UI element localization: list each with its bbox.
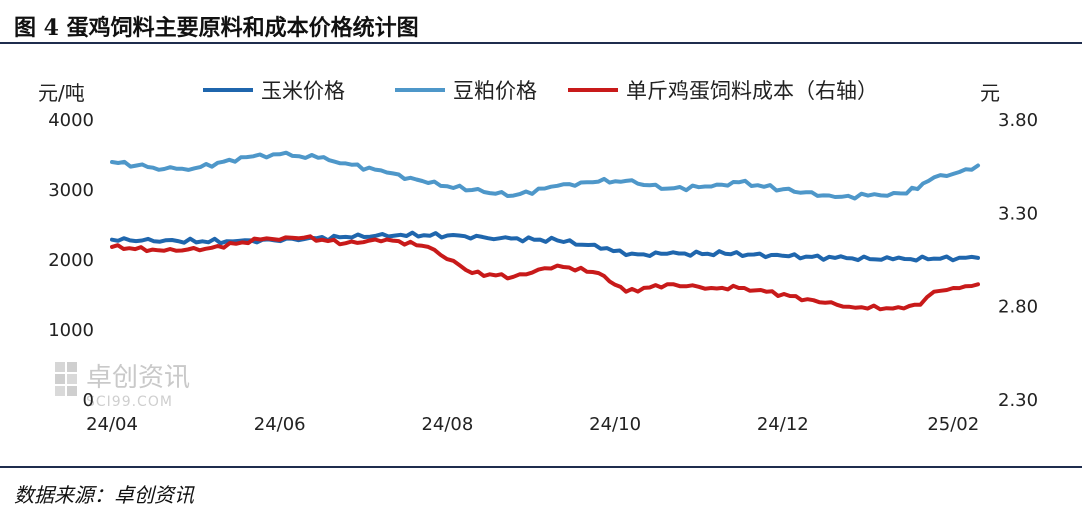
left-tick-label: 2000	[48, 250, 94, 271]
legend-label: 玉米价格	[261, 79, 345, 103]
watermark: 卓创资讯 SCI99.COM	[55, 362, 190, 410]
left-tick-label: 0	[83, 390, 94, 411]
title-bar: 图 4 蛋鸡饲料主要原料和成本价格统计图	[0, 0, 1082, 44]
source-bar: 数据来源：卓创资讯	[0, 466, 1082, 516]
left-axis-unit: 元/吨	[38, 81, 85, 105]
series-line	[110, 234, 980, 312]
watermark-site: SCI99.COM	[86, 394, 173, 410]
chart-title: 图 4 蛋鸡饲料主要原料和成本价格统计图	[14, 15, 419, 41]
legend-label: 单斤鸡蛋饲料成本（右轴）	[626, 79, 878, 103]
series-line	[110, 230, 980, 263]
series-line	[110, 150, 980, 201]
x-tick-label: 24/06	[254, 414, 306, 435]
x-tick-label: 24/10	[589, 414, 641, 435]
right-axis-unit: 元	[980, 81, 1000, 105]
left-tick-label: 4000	[48, 110, 94, 131]
right-tick-label: 3.30	[998, 203, 1038, 224]
watermark-logo-icon	[55, 362, 77, 396]
chart-svg: 卓创资讯 SCI99.COM 元/吨 元 0 1000 2000 3000 4000 2.30…	[38, 79, 1038, 435]
right-tick-label: 2.80	[998, 297, 1038, 318]
x-tick-label: 24/04	[86, 414, 138, 435]
left-tick-label: 1000	[48, 320, 94, 341]
right-tick-label: 3.80	[998, 110, 1038, 131]
x-tick-label: 25/02	[927, 414, 979, 435]
legend-label: 豆粕价格	[453, 79, 537, 103]
right-tick-label: 2.30	[998, 390, 1038, 411]
x-tick-label: 24/12	[757, 414, 809, 435]
left-tick-label: 3000	[48, 180, 94, 201]
watermark-name: 卓创资讯	[86, 363, 190, 393]
x-tick-label: 24/08	[421, 414, 473, 435]
source-note: 数据来源：卓创资讯	[14, 483, 194, 507]
